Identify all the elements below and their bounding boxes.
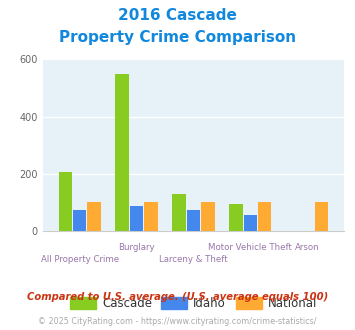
Text: All Property Crime: All Property Crime — [40, 255, 119, 264]
Text: 2016 Cascade: 2016 Cascade — [118, 8, 237, 23]
Bar — [73, 210, 86, 231]
Text: Larceny & Theft: Larceny & Theft — [159, 255, 228, 264]
Bar — [244, 215, 257, 231]
Text: Arson: Arson — [295, 243, 320, 252]
Bar — [130, 206, 143, 231]
Bar — [87, 202, 101, 231]
Text: Property Crime Comparison: Property Crime Comparison — [59, 30, 296, 45]
Text: Burglary: Burglary — [118, 243, 155, 252]
Legend: Cascade, Idaho, National: Cascade, Idaho, National — [65, 292, 322, 314]
Text: © 2025 CityRating.com - https://www.cityrating.com/crime-statistics/: © 2025 CityRating.com - https://www.city… — [38, 317, 317, 326]
Text: Motor Vehicle Theft: Motor Vehicle Theft — [208, 243, 293, 252]
Bar — [229, 204, 243, 231]
Bar — [258, 202, 272, 231]
Bar — [315, 202, 328, 231]
Bar — [115, 74, 129, 231]
Text: Compared to U.S. average. (U.S. average equals 100): Compared to U.S. average. (U.S. average … — [27, 292, 328, 302]
Bar — [187, 210, 200, 231]
Bar — [173, 194, 186, 231]
Bar — [144, 202, 158, 231]
Bar — [201, 202, 214, 231]
Bar — [59, 172, 72, 231]
